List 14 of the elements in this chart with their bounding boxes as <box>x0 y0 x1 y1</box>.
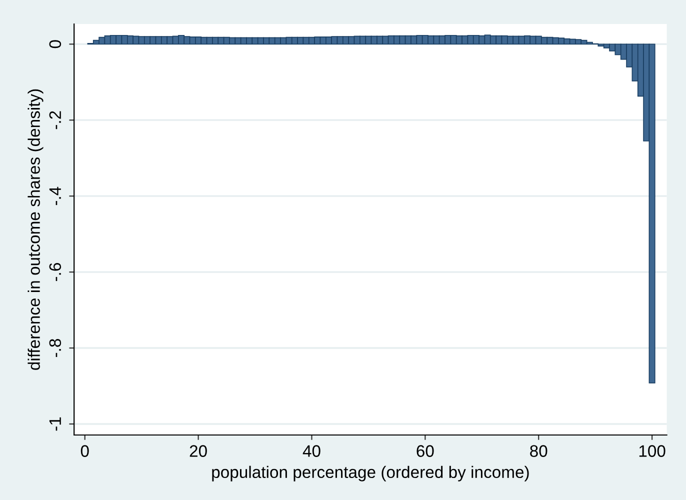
y-tick-label: -1 <box>49 417 61 431</box>
y-tick-label: -.8 <box>49 339 62 357</box>
y-tick-label: 0 <box>49 40 62 48</box>
x-tick-label: 100 <box>639 445 666 457</box>
x-tick-label: 20 <box>190 445 207 457</box>
y-tick-label: -.6 <box>49 263 62 282</box>
y-axis-title: difference in outcome shares (density) <box>28 89 44 370</box>
x-tick-label: 40 <box>302 445 320 457</box>
y-tick-label: -.2 <box>49 111 61 130</box>
y-tick-label: -.4 <box>49 186 61 206</box>
x-axis-title: population percentage (ordered by income) <box>212 466 529 482</box>
x-tick-label: 0 <box>80 445 89 457</box>
x-tick-label: 80 <box>530 445 548 457</box>
x-tick-label: 60 <box>416 445 434 457</box>
